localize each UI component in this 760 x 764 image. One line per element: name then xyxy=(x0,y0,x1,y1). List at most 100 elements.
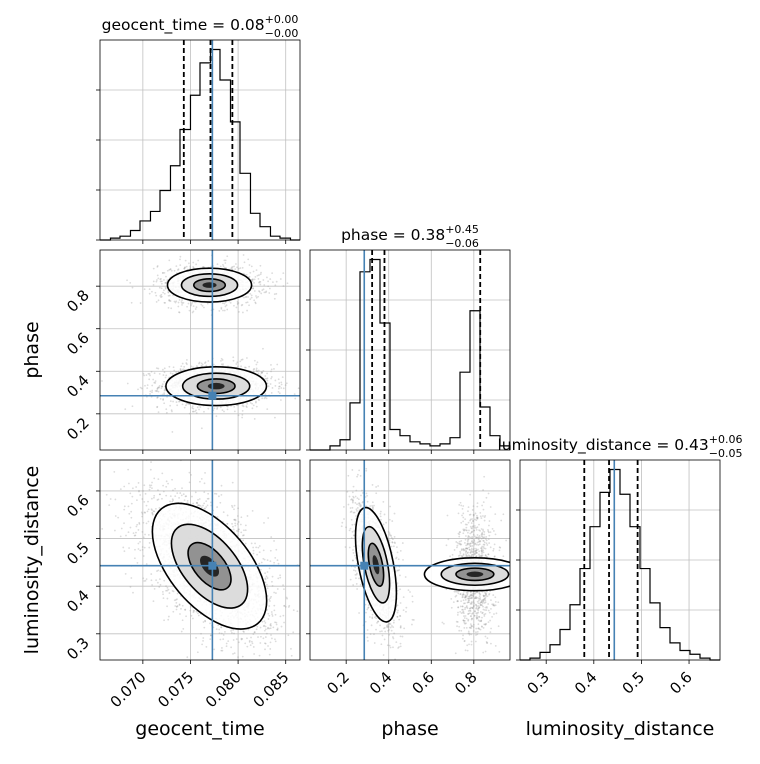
sample-point xyxy=(286,382,288,384)
sample-point xyxy=(181,299,183,301)
sample-point xyxy=(184,499,186,501)
sample-point xyxy=(196,412,198,414)
sample-point xyxy=(128,531,130,533)
sample-point xyxy=(219,632,221,634)
sample-point xyxy=(242,656,244,658)
sample-point xyxy=(151,385,153,387)
sample-point xyxy=(234,505,236,507)
sample-point xyxy=(273,592,275,594)
sample-point xyxy=(270,371,272,373)
sample-point xyxy=(93,539,95,541)
sample-point xyxy=(262,637,264,639)
sample-point xyxy=(176,401,178,403)
sample-point xyxy=(251,543,253,545)
title-minus: −0.06 xyxy=(445,237,479,250)
sample-point xyxy=(253,271,255,273)
sample-point xyxy=(151,291,153,293)
sample-point xyxy=(280,399,282,401)
sample-point xyxy=(122,547,124,549)
sample-point xyxy=(184,407,186,409)
sample-point xyxy=(153,477,155,479)
sample-point xyxy=(271,392,273,394)
sample-point xyxy=(255,276,257,278)
sample-point xyxy=(268,615,270,617)
sample-point xyxy=(199,406,201,408)
sample-point xyxy=(195,637,197,639)
sample-point xyxy=(162,591,164,593)
sample-point xyxy=(171,409,173,411)
sample-point xyxy=(231,505,233,507)
sample-point xyxy=(268,605,270,607)
sample-point xyxy=(233,406,235,408)
sample-point xyxy=(264,572,266,574)
sample-point xyxy=(165,287,167,289)
sample-point xyxy=(220,360,222,362)
sample-point xyxy=(256,554,258,556)
sample-point xyxy=(154,588,156,590)
sample-point xyxy=(267,517,269,519)
sample-point xyxy=(179,613,181,615)
sample-point xyxy=(224,262,226,264)
sample-point xyxy=(274,385,276,387)
sample-point xyxy=(202,505,204,507)
sample-point xyxy=(143,484,145,486)
sample-point xyxy=(232,482,234,484)
sample-point xyxy=(236,307,238,309)
sample-point xyxy=(253,282,255,284)
sample-point xyxy=(170,495,172,497)
sample-point xyxy=(276,281,278,283)
sample-point xyxy=(165,486,167,488)
sample-point xyxy=(165,377,167,379)
sample-point xyxy=(272,585,274,587)
sample-point xyxy=(139,523,141,525)
sample-point xyxy=(204,508,206,510)
sample-point xyxy=(101,380,103,382)
sample-point xyxy=(163,279,165,281)
sample-point xyxy=(153,281,155,283)
sample-point xyxy=(270,550,272,552)
sample-point xyxy=(242,267,244,269)
sample-point xyxy=(294,393,296,395)
sample-point xyxy=(165,590,167,592)
sample-point xyxy=(149,373,151,375)
sample-point xyxy=(124,550,126,552)
sample-point xyxy=(161,387,163,389)
sample-point xyxy=(254,543,256,545)
sample-point xyxy=(240,531,242,533)
sample-point xyxy=(148,378,150,380)
sample-point xyxy=(260,627,262,629)
sample-point xyxy=(256,628,258,630)
sample-point xyxy=(142,522,144,524)
sample-point xyxy=(241,305,243,307)
sample-point xyxy=(197,651,199,653)
sample-point xyxy=(185,362,187,364)
sample-point xyxy=(155,295,157,297)
sample-point xyxy=(240,365,242,367)
sample-point xyxy=(220,406,222,408)
sample-point xyxy=(226,255,228,257)
sample-point xyxy=(233,360,235,362)
sample-point xyxy=(222,638,224,640)
sample-point xyxy=(181,302,183,304)
sample-point xyxy=(163,381,165,383)
sample-point xyxy=(205,500,207,502)
sample-point xyxy=(247,515,249,517)
sample-point xyxy=(156,301,158,303)
sample-point xyxy=(221,363,223,365)
sample-point xyxy=(273,609,275,611)
sample-point xyxy=(176,404,178,406)
sample-point xyxy=(272,615,274,617)
sample-point xyxy=(250,644,252,646)
sample-point xyxy=(165,276,167,278)
sample-point xyxy=(250,637,252,639)
sample-point xyxy=(101,528,103,530)
sample-point xyxy=(221,626,223,628)
sample-point xyxy=(143,536,145,538)
sample-point xyxy=(151,482,153,484)
sample-point xyxy=(160,281,162,283)
sample-point xyxy=(221,358,223,360)
sample-point xyxy=(151,584,153,586)
sample-point xyxy=(253,299,255,301)
sample-point xyxy=(129,457,131,459)
sample-point xyxy=(180,608,182,610)
